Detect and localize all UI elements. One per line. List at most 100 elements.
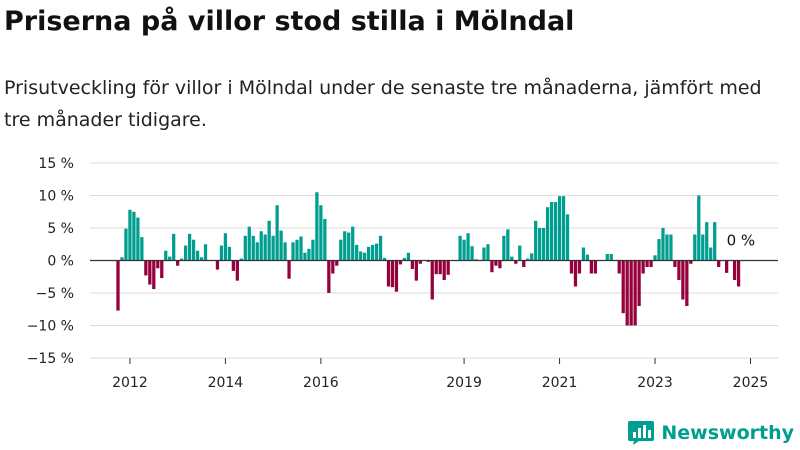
bar [215,260,220,270]
bar [629,260,633,326]
bar [410,260,414,269]
bar [323,218,327,261]
bar [518,245,522,261]
bar [522,260,526,267]
y-tick-label: −15 % [27,351,74,367]
bar [184,245,188,261]
bar [303,252,307,261]
bar [259,231,263,261]
brand-logo: Newsworthy [627,420,794,446]
bar [470,246,474,261]
x-tick-label: 2025 [733,375,769,391]
bar [430,260,434,300]
bar [653,255,657,261]
bar [295,239,299,261]
bar [247,226,251,261]
x-tick-label: 2023 [637,375,673,391]
bar [283,242,287,261]
bar [219,245,224,261]
bar [359,251,363,261]
bar [462,239,466,261]
bar [394,260,399,292]
y-tick-label: 0 % [47,254,74,270]
bar [370,244,375,261]
bar [172,233,176,261]
bar [180,258,184,261]
chart-title: Priserna på villor stod stilla i Mölndal [4,6,575,37]
bar [514,260,518,264]
bar [677,260,681,280]
bar [665,234,669,261]
bar [486,244,490,261]
bar [589,260,594,274]
bar [382,257,387,261]
bar [339,239,343,261]
bar [545,207,550,261]
bar [148,260,152,285]
bar [343,231,347,261]
bar [347,232,351,261]
bar [363,252,367,261]
bar-chart: −15 % −10 % −5 % 0 % 5 % 10 % 15 % 2012 2014 2016… [27,156,778,391]
bar [549,202,554,261]
bar [569,260,574,274]
bar [239,258,243,261]
bar [561,196,566,261]
bar [327,260,331,293]
bar [187,233,192,261]
bar [498,260,502,269]
bar [414,260,418,281]
bar [649,260,653,267]
bar [124,228,128,261]
bar [705,222,709,261]
bar [701,234,705,261]
bar [307,248,311,261]
bar [490,260,494,273]
bar [231,260,235,271]
bar [271,235,275,261]
bar [199,257,204,261]
bar [136,217,140,261]
bar [717,260,721,267]
last-value-label: 0 % [727,232,756,250]
bar [506,229,510,261]
bar [311,239,315,261]
y-tick-label: −5 % [36,286,74,302]
bar [227,246,232,261]
bar [442,260,446,280]
bar [542,228,546,261]
bar [120,257,124,261]
bar [557,196,562,261]
bar [243,235,247,261]
bar [160,260,164,279]
bar [267,220,271,261]
y-tick-label: 5 % [47,221,74,237]
bar [637,260,641,306]
bar [609,254,613,261]
y-tick-label: −10 % [27,319,74,335]
bar [593,260,597,274]
bar [235,260,239,281]
bar [577,260,582,274]
bar [446,260,450,275]
bar [641,260,645,274]
x-tick-label: 2012 [112,375,148,391]
bar [458,235,462,261]
bar [140,237,144,261]
bar [581,247,586,261]
bar [291,242,295,261]
bar [128,209,132,261]
bar [402,257,407,261]
bar [689,260,693,264]
bar [673,260,677,267]
bar [279,230,283,261]
bar [299,236,303,261]
brand-name: Newsworthy [661,422,794,444]
bar [709,247,713,261]
bar [152,260,156,290]
bar [390,260,395,288]
bar [319,205,323,261]
chart-subtitle: Prisutveckling för villor i Mölndal unde… [4,77,762,131]
bar [565,214,570,261]
bar [398,260,403,265]
